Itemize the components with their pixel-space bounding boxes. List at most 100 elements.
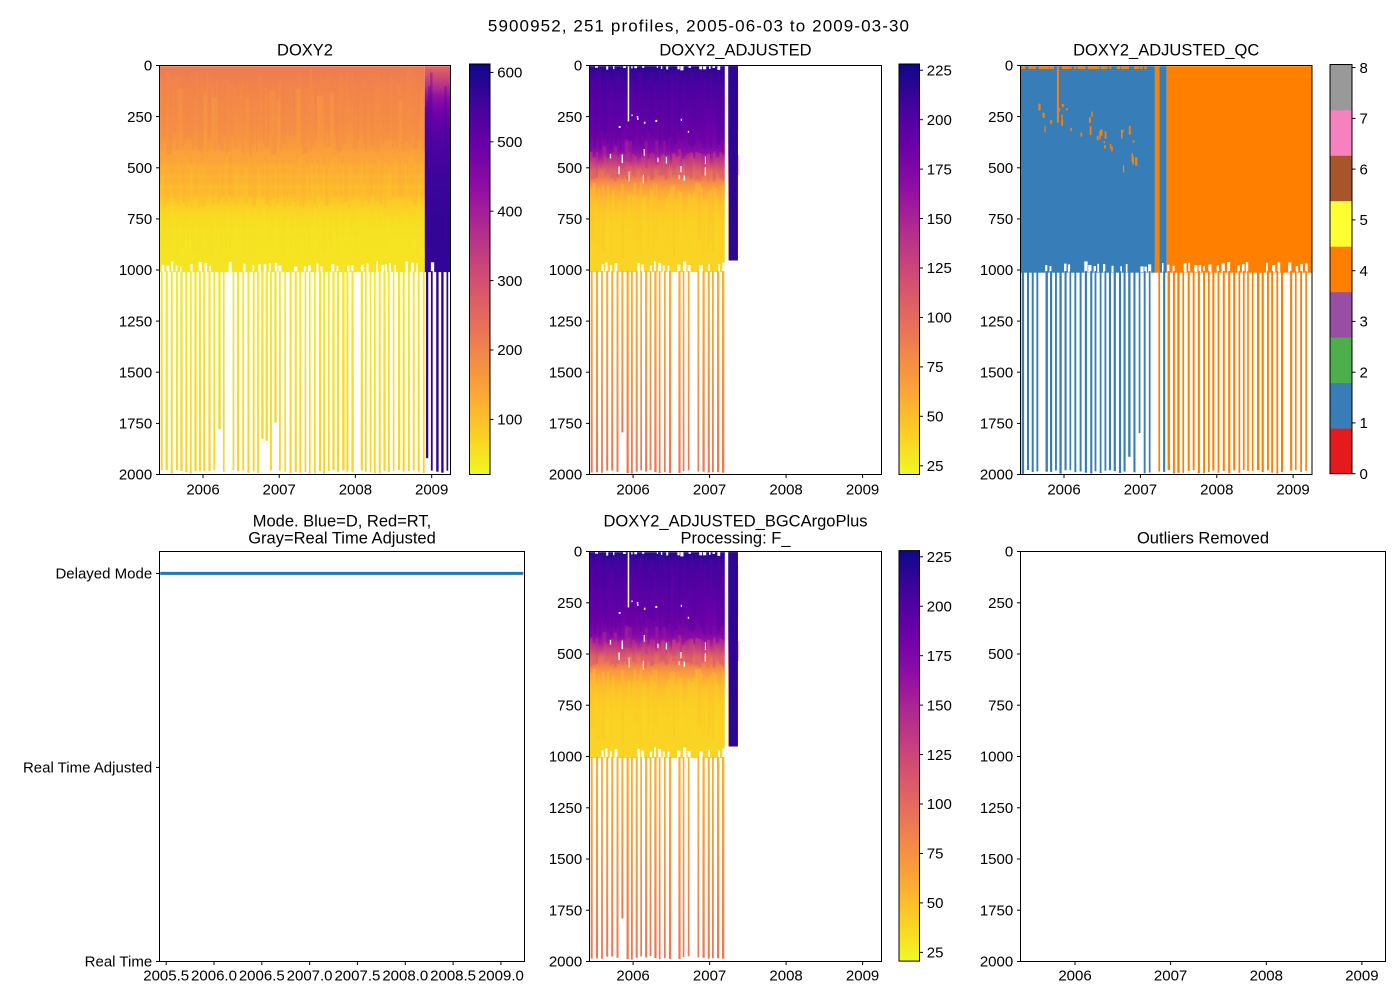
- svg-text:2009: 2009: [1345, 968, 1378, 985]
- svg-text:2007: 2007: [1154, 968, 1187, 985]
- svg-text:0: 0: [1360, 466, 1368, 483]
- svg-text:1250: 1250: [980, 800, 1013, 817]
- svg-text:75: 75: [927, 359, 944, 376]
- svg-text:200: 200: [927, 599, 952, 616]
- svg-text:1500: 1500: [549, 364, 582, 381]
- svg-text:0: 0: [574, 58, 582, 75]
- svg-text:1000: 1000: [549, 262, 582, 279]
- svg-text:1750: 1750: [980, 416, 1013, 433]
- svg-text:1250: 1250: [549, 313, 582, 330]
- svg-text:1000: 1000: [980, 749, 1013, 766]
- svg-text:Mode. Blue=D, Red=RT,: Mode. Blue=D, Red=RT,: [253, 513, 432, 531]
- svg-text:6: 6: [1360, 161, 1368, 178]
- svg-text:750: 750: [557, 698, 582, 715]
- svg-text:2007: 2007: [693, 482, 726, 499]
- svg-text:8: 8: [1360, 60, 1368, 77]
- svg-text:100: 100: [927, 310, 952, 327]
- svg-text:1250: 1250: [549, 800, 582, 817]
- svg-text:2007.5: 2007.5: [334, 968, 380, 985]
- svg-text:50: 50: [927, 895, 944, 912]
- svg-text:2005.5: 2005.5: [143, 968, 189, 985]
- svg-text:2009: 2009: [1276, 482, 1309, 499]
- svg-text:Real Time: Real Time: [85, 954, 153, 971]
- svg-text:Outliers Removed: Outliers Removed: [1137, 530, 1269, 548]
- svg-text:2006.0: 2006.0: [191, 968, 237, 985]
- svg-text:2006: 2006: [616, 968, 649, 985]
- svg-text:2000: 2000: [549, 467, 582, 484]
- svg-text:1750: 1750: [549, 416, 582, 433]
- svg-text:150: 150: [927, 211, 952, 228]
- svg-text:500: 500: [988, 160, 1013, 177]
- svg-text:750: 750: [557, 211, 582, 228]
- svg-text:175: 175: [927, 648, 952, 665]
- svg-text:0: 0: [1005, 544, 1013, 561]
- svg-text:5900952, 251 profiles, 2005-06: 5900952, 251 profiles, 2005-06-03 to 200…: [488, 17, 910, 36]
- svg-text:225: 225: [927, 549, 952, 566]
- svg-text:500: 500: [127, 160, 152, 177]
- svg-text:1500: 1500: [980, 364, 1013, 381]
- svg-text:7: 7: [1360, 111, 1368, 128]
- svg-text:2008: 2008: [769, 482, 802, 499]
- svg-text:1500: 1500: [549, 851, 582, 868]
- svg-text:1250: 1250: [119, 313, 152, 330]
- svg-text:2006: 2006: [616, 482, 649, 499]
- svg-text:1750: 1750: [549, 903, 582, 920]
- svg-text:25: 25: [927, 945, 944, 962]
- svg-text:Delayed Mode: Delayed Mode: [55, 566, 152, 583]
- svg-text:300: 300: [497, 273, 522, 290]
- svg-text:200: 200: [497, 342, 522, 359]
- svg-text:2008: 2008: [339, 482, 372, 499]
- svg-text:2009: 2009: [415, 482, 448, 499]
- svg-text:750: 750: [127, 211, 152, 228]
- svg-text:2008.0: 2008.0: [382, 968, 428, 985]
- svg-text:200: 200: [927, 112, 952, 129]
- svg-text:250: 250: [557, 595, 582, 612]
- svg-text:2008.5: 2008.5: [430, 968, 476, 985]
- svg-text:2007.0: 2007.0: [287, 968, 333, 985]
- svg-text:1750: 1750: [980, 903, 1013, 920]
- svg-text:DOXY2_ADJUSTED_QC: DOXY2_ADJUSTED_QC: [1073, 42, 1259, 60]
- svg-text:DOXY2_ADJUSTED_BGCArgoPlus: DOXY2_ADJUSTED_BGCArgoPlus: [603, 513, 867, 531]
- svg-text:500: 500: [557, 160, 582, 177]
- svg-text:125: 125: [927, 260, 952, 277]
- svg-text:2007: 2007: [263, 482, 296, 499]
- svg-text:750: 750: [988, 698, 1013, 715]
- svg-text:1250: 1250: [980, 313, 1013, 330]
- svg-text:600: 600: [497, 65, 522, 82]
- svg-text:250: 250: [557, 109, 582, 126]
- svg-text:2000: 2000: [549, 954, 582, 971]
- svg-text:250: 250: [988, 109, 1013, 126]
- svg-text:2009: 2009: [846, 968, 879, 985]
- svg-text:2006: 2006: [1047, 482, 1080, 499]
- svg-text:2008: 2008: [769, 968, 802, 985]
- svg-text:150: 150: [927, 697, 952, 714]
- svg-text:1: 1: [1360, 415, 1368, 432]
- svg-text:2000: 2000: [980, 954, 1013, 971]
- svg-text:1500: 1500: [119, 364, 152, 381]
- svg-text:400: 400: [497, 203, 522, 220]
- svg-text:250: 250: [127, 109, 152, 126]
- svg-text:175: 175: [927, 161, 952, 178]
- svg-text:100: 100: [927, 796, 952, 813]
- svg-text:4: 4: [1360, 263, 1368, 280]
- svg-text:100: 100: [497, 412, 522, 429]
- svg-text:1000: 1000: [549, 749, 582, 766]
- svg-text:2009: 2009: [846, 482, 879, 499]
- svg-text:2000: 2000: [980, 467, 1013, 484]
- svg-text:2006: 2006: [186, 482, 219, 499]
- svg-text:75: 75: [927, 846, 944, 863]
- svg-text:225: 225: [927, 62, 952, 79]
- svg-text:2008: 2008: [1200, 482, 1233, 499]
- svg-text:125: 125: [927, 747, 952, 764]
- svg-text:2007: 2007: [693, 968, 726, 985]
- svg-text:50: 50: [927, 409, 944, 426]
- svg-text:500: 500: [497, 134, 522, 151]
- svg-text:1750: 1750: [119, 416, 152, 433]
- svg-text:DOXY2: DOXY2: [277, 42, 333, 60]
- svg-text:0: 0: [574, 544, 582, 561]
- svg-text:3: 3: [1360, 314, 1368, 331]
- svg-text:1000: 1000: [119, 262, 152, 279]
- svg-text:2006: 2006: [1058, 968, 1091, 985]
- svg-text:750: 750: [988, 211, 1013, 228]
- svg-text:1500: 1500: [980, 851, 1013, 868]
